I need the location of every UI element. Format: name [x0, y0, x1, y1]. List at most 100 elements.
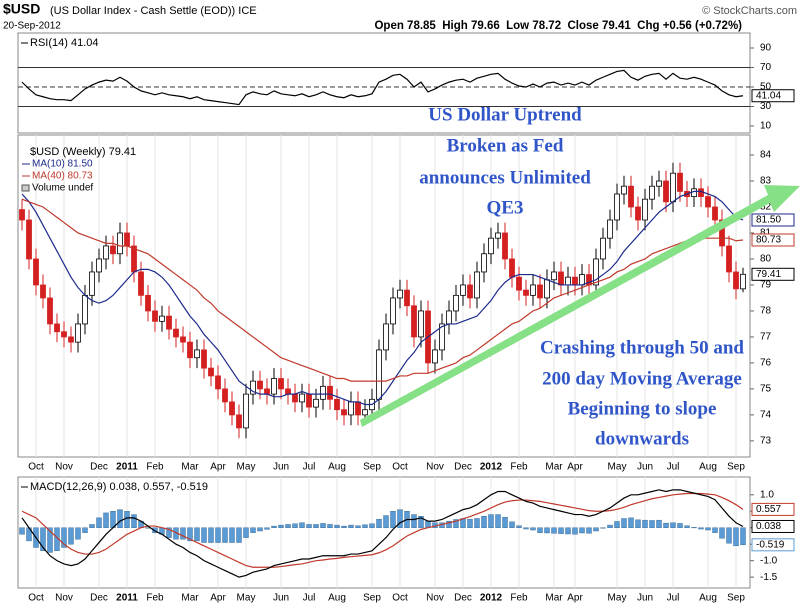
- histogram-bar: [474, 518, 480, 528]
- value-tag-label: -0.519: [756, 539, 785, 550]
- legend-entry: MA(40) 80.73: [32, 171, 93, 182]
- x-tick-label: Apr: [567, 462, 583, 473]
- quote: Open 78.85 High 79.66 Low 78.72 Close 79…: [374, 20, 742, 32]
- value-tag: [751, 502, 795, 516]
- candle-body: [334, 398, 340, 411]
- x-tick-label: Dec: [454, 593, 472, 604]
- y-tick-label: 1.0: [760, 489, 774, 500]
- candle-body: [166, 315, 172, 330]
- candle-body: [26, 219, 32, 260]
- histogram-bar: [341, 525, 347, 528]
- candle-body: [159, 315, 165, 322]
- histogram-bar: [691, 527, 697, 529]
- histogram-bar: [187, 527, 193, 542]
- candle-body: [530, 284, 536, 296]
- trend-arrow: [360, 185, 800, 427]
- candle-body: [341, 409, 347, 416]
- candle-body: [299, 393, 305, 403]
- x-tick-label: Feb: [146, 593, 164, 604]
- candle-body: [33, 258, 39, 286]
- candle-body: [614, 193, 620, 221]
- candle-body: [390, 297, 396, 325]
- y-tick-label: 79: [760, 280, 772, 291]
- candle-body: [740, 273, 746, 290]
- histogram-bar: [649, 520, 655, 528]
- histogram-bar: [593, 527, 599, 532]
- legend-entry: RSI(14) 41.04: [30, 37, 98, 49]
- candle-body: [607, 219, 613, 239]
- histogram-bar: [726, 527, 732, 544]
- candle-body: [677, 172, 683, 192]
- candle-body: [215, 375, 221, 390]
- histogram-bar: [418, 515, 424, 528]
- histogram-bar: [68, 527, 74, 545]
- histogram-bar: [117, 509, 123, 528]
- x-tick-label: 2012: [480, 462, 503, 473]
- histogram-bar: [509, 521, 515, 528]
- histogram-bar: [201, 527, 207, 543]
- candle-body: [75, 323, 81, 343]
- annotation: US Dollar Uptrend: [428, 104, 582, 125]
- annotation-layer: US Dollar Uptrend Broken as Fed announces …: [419, 104, 744, 449]
- x-tick-label: Apr: [567, 593, 583, 604]
- histogram-bar: [40, 527, 46, 551]
- x-tick-label: May: [608, 593, 627, 604]
- histogram-bar: [523, 527, 529, 530]
- annotation: Broken as Fed: [447, 135, 564, 156]
- candle-body: [355, 401, 361, 416]
- candle-body: [194, 349, 200, 359]
- x-tick-label: May: [608, 462, 627, 473]
- value-tag: [751, 213, 795, 227]
- histogram-bar: [635, 519, 641, 528]
- value-tag: [751, 233, 795, 247]
- x-tick-label: Jul: [303, 593, 316, 604]
- y-tick-label: 76: [760, 358, 772, 369]
- plot-area: 10 30 50 70 90 RSI(14) 41.04 41.04 73 74 75 76 77 78…: [17, 32, 795, 604]
- x-tick-label: Sep: [363, 593, 381, 604]
- x-tick-label: Jun: [637, 462, 653, 473]
- histogram-bar: [537, 527, 543, 533]
- histogram-bar: [397, 509, 403, 528]
- histogram-bar: [327, 524, 333, 528]
- histogram-bar: [96, 517, 102, 528]
- candle-body: [152, 310, 158, 322]
- candle-body: [649, 185, 655, 200]
- histogram-bar: [292, 523, 298, 528]
- candle-body: [467, 284, 473, 299]
- y-tick-label: 83: [760, 176, 772, 187]
- histogram-bar: [551, 527, 557, 534]
- candle-body: [47, 297, 53, 325]
- histogram-bar: [544, 527, 550, 534]
- candle-body: [628, 185, 634, 208]
- histogram-bar: [558, 527, 564, 534]
- value-tag: [751, 538, 795, 552]
- candle-body: [292, 393, 298, 403]
- histogram-bar: [712, 527, 718, 533]
- candle-body: [642, 198, 648, 221]
- y-tick-label: 74: [760, 410, 772, 421]
- annotation: announces Unlimited: [419, 167, 591, 188]
- panel-frame: [17, 134, 751, 458]
- candle-body: [726, 245, 732, 273]
- candle-body: [558, 271, 564, 286]
- candle-body: [285, 388, 291, 395]
- annotation: Beginning to slope: [568, 398, 717, 419]
- candle-body: [705, 196, 711, 208]
- candle-body: [110, 245, 116, 255]
- y-tick-label: 30: [760, 101, 772, 112]
- histogram-bar: [47, 527, 53, 553]
- series-line: [21, 492, 744, 568]
- histogram-bar: [369, 523, 375, 528]
- y-tick-label: 84: [760, 150, 772, 161]
- x-tick-label: 2011: [116, 593, 138, 604]
- histogram-bar: [453, 519, 459, 528]
- legend-entry: MACD(12,26,9) 0.038, 0.557, -0.519: [30, 481, 208, 493]
- x-tick-label: Nov: [55, 462, 73, 473]
- annotation: QE3: [487, 197, 524, 218]
- histogram-bar: [663, 522, 669, 528]
- histogram-bar: [229, 527, 235, 543]
- y-tick-label: 10: [760, 121, 772, 132]
- candle-body: [173, 328, 179, 338]
- candle-body: [418, 310, 424, 338]
- series-line: [21, 69, 744, 106]
